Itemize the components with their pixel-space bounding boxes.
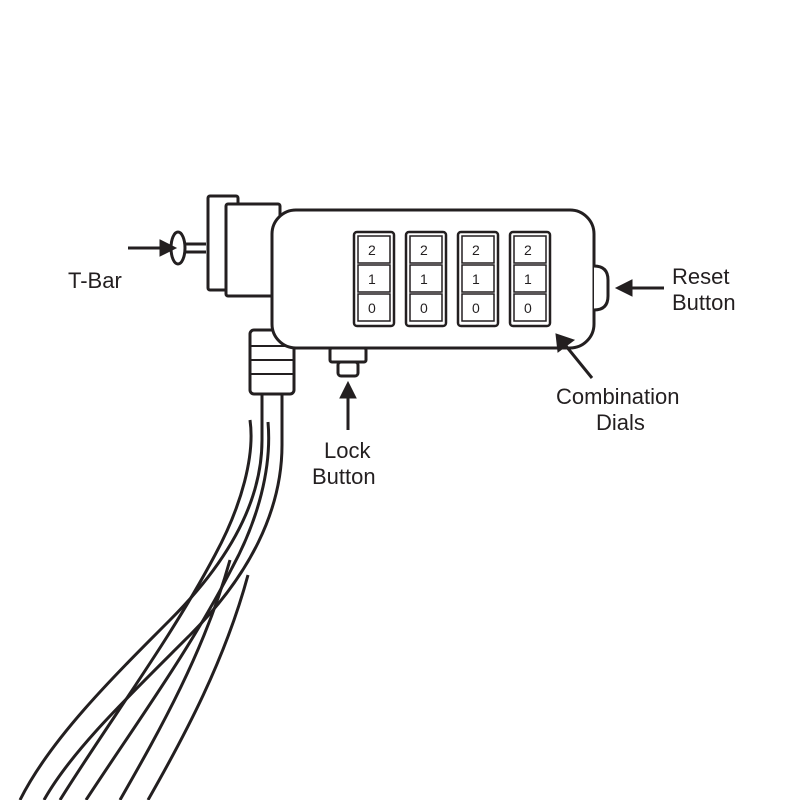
dial-4-digit-2: 0 [524,300,532,316]
dial-2-digit-0: 2 [420,242,428,258]
label-tbar: T-Bar [68,268,122,293]
arrow-reset-button [616,280,664,296]
dial-3-digit-1: 1 [472,271,480,287]
dial-1-digit-2: 0 [368,300,376,316]
dial-3: 2 1 0 [458,232,498,326]
dial-2: 2 1 0 [406,232,446,326]
reset-button [594,266,608,310]
dial-2-digit-2: 0 [420,300,428,316]
label-lock-line2: Button [312,464,376,489]
dial-3-digit-0: 2 [472,242,480,258]
label-combo-line1: Combination [556,384,680,409]
cable [20,390,282,800]
dial-4-digit-0: 2 [524,242,532,258]
arrow-tbar [128,240,176,256]
dial-4-digit-1: 1 [524,271,532,287]
label-combo-line2: Dials [596,410,645,435]
dial-1-digit-0: 2 [368,242,376,258]
lock-diagram: 2 1 0 2 1 0 2 1 0 [0,0,800,800]
dial-1-digit-1: 1 [368,271,376,287]
label-lock-line1: Lock [324,438,371,463]
label-reset-line2: Button [672,290,736,315]
dial-1: 2 1 0 [354,232,394,326]
dial-3-digit-2: 0 [472,300,480,316]
dial-4: 2 1 0 [510,232,550,326]
arrow-lock-button [340,382,356,430]
label-reset-line1: Reset [672,264,729,289]
left-connector [208,196,280,296]
lock-button [330,348,366,376]
dial-2-digit-1: 1 [420,271,428,287]
